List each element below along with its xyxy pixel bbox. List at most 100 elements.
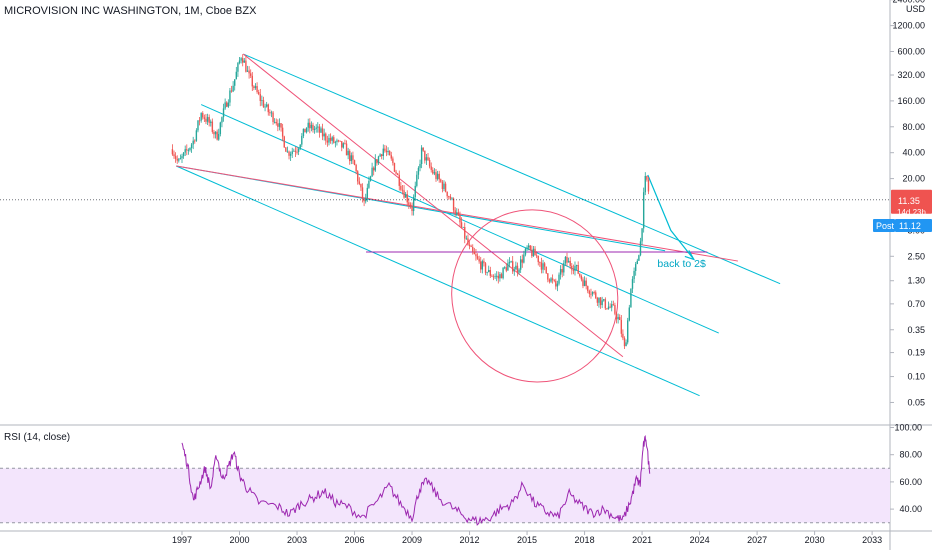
svg-text:Post: Post	[876, 221, 895, 231]
rsi-axis[interactable]: 100.00 80.00 60.00 40.00	[890, 423, 922, 515]
svg-text:11.35: 11.35	[898, 196, 920, 206]
arrow-head	[684, 250, 696, 261]
time-tick-label: 2021	[632, 535, 652, 545]
candle-body	[481, 261, 484, 270]
time-axis[interactable]: 1997 2000 2003 2006 2009 2012 2015 2018 2021 2024…	[172, 531, 882, 545]
time-tick-label: 2030	[805, 535, 825, 545]
candle-body	[603, 299, 605, 301]
candle-body	[198, 120, 201, 122]
candle-body	[213, 131, 215, 135]
rsi-tick-label: 60.00	[899, 477, 922, 487]
candle-body	[500, 274, 503, 279]
candle-body	[264, 106, 266, 108]
rsi-tick-label: 100.00	[894, 423, 922, 433]
candle-body	[208, 117, 210, 123]
candle-body	[237, 63, 239, 72]
time-tick-label: 2027	[747, 535, 767, 545]
candle-body	[596, 298, 599, 303]
candle-body	[607, 306, 610, 309]
candle-body	[176, 158, 178, 161]
candle-body	[563, 263, 565, 273]
candle-body	[591, 292, 594, 295]
candle-body	[569, 260, 571, 266]
time-tick-label: 2024	[690, 535, 710, 545]
candle-body	[256, 86, 258, 93]
candle-body	[515, 265, 517, 270]
candle-body	[601, 300, 603, 306]
candle-body	[412, 196, 415, 212]
candle-body	[309, 122, 311, 129]
candle-body	[342, 143, 345, 148]
candle-body	[416, 174, 418, 186]
candle-body	[179, 158, 182, 160]
candle-body	[476, 256, 479, 259]
candle-body	[222, 108, 225, 118]
target-annotation[interactable]: back to 2$	[657, 258, 706, 270]
candle-body	[398, 174, 400, 186]
time-tick-label: 2018	[575, 535, 595, 545]
candle-body	[555, 280, 557, 287]
candle-body	[262, 100, 265, 108]
candle-body	[452, 198, 455, 211]
candle-body	[564, 256, 567, 264]
candle-body	[523, 254, 525, 263]
candle-body	[189, 147, 191, 151]
candle-body	[622, 333, 624, 339]
candle-body	[483, 261, 485, 264]
candle-body	[567, 260, 570, 263]
candle-body	[371, 167, 373, 177]
candle-body	[396, 173, 399, 175]
candle-body	[604, 299, 607, 309]
candle-body	[337, 140, 340, 142]
candle-body	[531, 250, 533, 257]
candle-body	[612, 304, 615, 306]
candle-body	[392, 158, 394, 163]
candle-body	[286, 151, 289, 153]
candle-body	[318, 126, 321, 133]
red-trendline	[243, 53, 624, 358]
candle-body	[590, 293, 592, 295]
candle-body	[633, 270, 635, 280]
candle-body	[235, 71, 238, 80]
time-tick-label: 2012	[460, 535, 480, 545]
candle-body	[393, 162, 396, 172]
candle-body	[365, 198, 367, 202]
candle-body	[464, 227, 466, 239]
candle-body	[349, 150, 351, 162]
candle-body	[540, 262, 543, 270]
rsi-tick-label: 40.00	[899, 504, 922, 514]
candle-body	[307, 122, 309, 128]
candle-body	[548, 279, 551, 282]
candle-body	[641, 228, 643, 242]
candle-body	[559, 269, 562, 275]
candle-body	[345, 143, 348, 156]
candle-body	[486, 271, 488, 273]
candle-body	[312, 124, 314, 130]
candle-body	[488, 270, 490, 272]
candle-body	[524, 248, 527, 255]
candle-body	[224, 102, 226, 109]
candle-body	[384, 148, 386, 151]
post-price-badge: Post 11.12	[873, 219, 932, 232]
rsi-title[interactable]: RSI (14, close)	[4, 432, 70, 443]
candle-body	[380, 154, 383, 157]
candle-body	[428, 159, 431, 167]
candle-body	[173, 154, 175, 157]
candle-body	[630, 288, 632, 308]
candle-body	[368, 180, 370, 188]
candle-body	[566, 256, 568, 263]
candle-body	[341, 141, 343, 148]
candle-body	[261, 100, 263, 101]
candle-body	[456, 212, 458, 214]
candle-body	[543, 263, 546, 267]
candle-body	[246, 70, 249, 72]
candle-body	[234, 79, 236, 86]
candle-body	[377, 156, 380, 164]
candle-body	[572, 269, 575, 271]
candle-body	[336, 140, 338, 142]
price-tick-label: 1200.00	[892, 21, 925, 31]
candle-body	[329, 137, 332, 141]
last-price-badge: 11.35 14d 23h	[891, 189, 932, 217]
symbol-title[interactable]: MICROVISION INC WASHINGTON, 1M, Cboe BZX	[4, 5, 257, 17]
